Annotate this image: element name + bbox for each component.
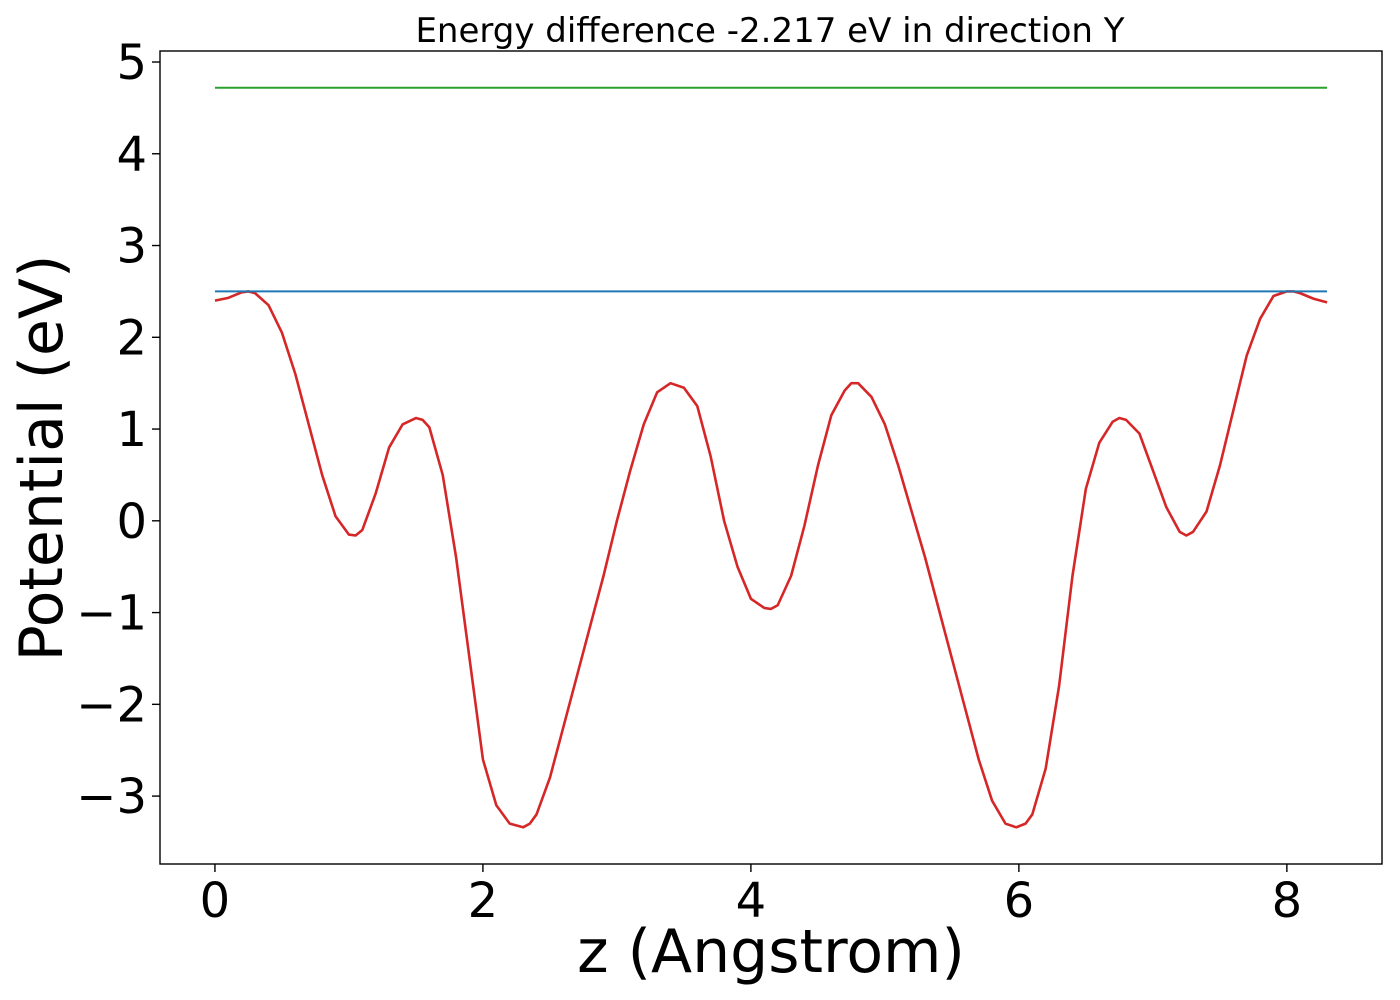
y-tick-label: 5 [116,35,147,91]
y-tick-label: −2 [76,677,147,733]
x-tick-label: 8 [1272,873,1303,929]
y-tick-label: −3 [76,769,147,825]
y-tick-label: 2 [116,310,147,366]
plot-frame [159,50,1383,865]
x-tick-label: 4 [736,873,767,929]
y-tick-label: −1 [76,586,147,642]
chart-title: Energy difference -2.217 eV in direction… [415,11,1124,51]
y-tick-label: 0 [116,494,147,550]
series-line-1 [214,290,1328,829]
y-tick-label: 3 [116,219,147,275]
y-tick-label: 4 [116,127,147,183]
y-tick-label: 1 [116,402,147,458]
y-axis: −3 −2 −1 0 1 2 3 4 5 [76,35,160,825]
series-layer [214,86,1328,829]
y-axis-label: Potential (eV) [7,255,77,662]
x-tick-label: 6 [1004,873,1035,929]
x-axis: 0 2 4 6 8 [200,864,1302,929]
x-tick-label: 0 [200,873,231,929]
x-tick-label: 2 [468,873,499,929]
x-axis-label: z (Angstrom) [577,917,965,987]
